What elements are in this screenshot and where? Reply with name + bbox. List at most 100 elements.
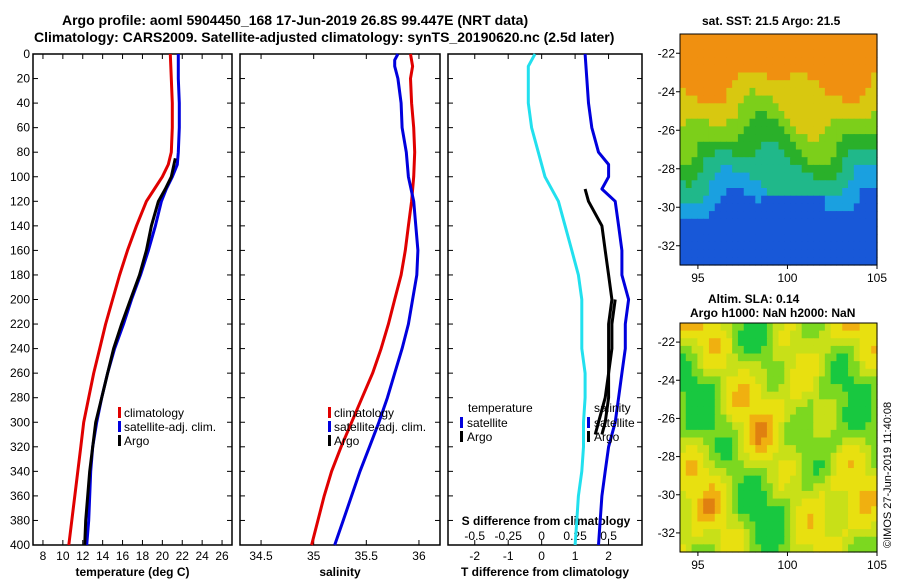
legend-label: Argo [467, 430, 493, 444]
map-cell [842, 361, 849, 370]
map-cell [836, 391, 843, 400]
map-cell [790, 87, 797, 97]
map-cell [790, 226, 797, 235]
map-cell [708, 249, 716, 258]
map-cell [848, 437, 855, 446]
x-tick-label: 14 [96, 549, 110, 563]
map-cell [784, 172, 791, 181]
map-cell [708, 149, 716, 158]
sdiff-argo-line [593, 299, 617, 435]
map-cell [732, 338, 739, 347]
map-cell [813, 437, 820, 446]
map-cell [824, 475, 832, 484]
map-cell [836, 195, 843, 204]
map-cell [859, 72, 867, 81]
map-cell [726, 345, 733, 355]
map-cell [755, 338, 762, 347]
map-cell [732, 211, 739, 220]
map-cell [836, 34, 843, 43]
map-cell [697, 498, 704, 507]
map-cell [761, 353, 768, 362]
map-cell [743, 118, 751, 127]
map-cell [755, 241, 762, 251]
map-cell [755, 353, 762, 362]
map-cell [691, 506, 698, 515]
map-cell [732, 218, 739, 228]
map-cell [813, 64, 820, 74]
map-cell [871, 475, 878, 484]
map-cell [726, 529, 733, 538]
map-cell [807, 34, 814, 43]
map-cell [807, 118, 814, 127]
map-cell [755, 149, 762, 158]
map-cell [691, 103, 698, 112]
map-cell [801, 103, 809, 112]
map-cell [795, 211, 803, 220]
map-cell [708, 429, 716, 439]
map-cell [703, 95, 710, 104]
map-cell [807, 149, 814, 158]
map-cell [842, 80, 849, 89]
map-cell [680, 226, 687, 235]
x-axis-label: temperature (deg C) [75, 565, 189, 579]
map-cell [749, 64, 756, 74]
map-cell [853, 203, 861, 212]
map-cell [778, 384, 785, 393]
map-cell [836, 513, 843, 523]
map-cell [685, 506, 693, 515]
map-cell [865, 536, 872, 545]
map-cell [680, 34, 687, 43]
map-cell [859, 376, 867, 385]
map-cell [697, 353, 704, 362]
map-cell [732, 180, 739, 189]
map-cell [824, 72, 832, 81]
map-cell [772, 149, 780, 158]
map-cell [778, 399, 785, 408]
map-cell [726, 422, 733, 431]
map-cell [853, 49, 861, 58]
map-cell [743, 134, 751, 143]
map-cell [784, 118, 791, 127]
map-cell [859, 506, 867, 515]
map-cell [685, 513, 693, 523]
map-cell [685, 249, 693, 258]
map-cell [848, 422, 855, 431]
map-cell [807, 103, 814, 112]
map-cell [708, 111, 716, 120]
map-cell [778, 406, 785, 416]
sla-map-subtitle: Argo h1000: NaN h2000: NaN [690, 306, 856, 320]
map-cell [766, 445, 774, 454]
map-cell [824, 445, 832, 454]
map-cell [720, 391, 727, 400]
map-cell [859, 241, 867, 251]
map-cell [784, 211, 791, 220]
map-cell [830, 134, 838, 143]
legend-label: satellite-adj. clim. [124, 420, 216, 434]
map-cell [848, 134, 855, 143]
x-tick-label: 1 [572, 549, 579, 563]
map-cell [813, 490, 820, 500]
map-cell [685, 241, 693, 251]
map-cell [830, 544, 838, 553]
map-cell [737, 141, 745, 151]
map-cell [697, 506, 704, 515]
map-cell [790, 203, 797, 212]
map-cell [766, 141, 774, 151]
map-cell [790, 414, 797, 423]
map-cell [813, 72, 820, 81]
map-cell [766, 475, 774, 484]
map-cell [813, 257, 820, 266]
map-cell [871, 172, 878, 181]
map-cell [795, 241, 803, 251]
map-cell [761, 399, 768, 408]
map-cell [801, 164, 809, 174]
map-cell [784, 80, 791, 89]
map-cell [703, 141, 710, 151]
map-cell [680, 445, 687, 454]
map-cell [871, 95, 878, 104]
map-cell [708, 521, 716, 530]
map-cell [813, 34, 820, 43]
map-cell [790, 149, 797, 158]
map-cell [697, 57, 704, 66]
map-cell [703, 445, 710, 454]
